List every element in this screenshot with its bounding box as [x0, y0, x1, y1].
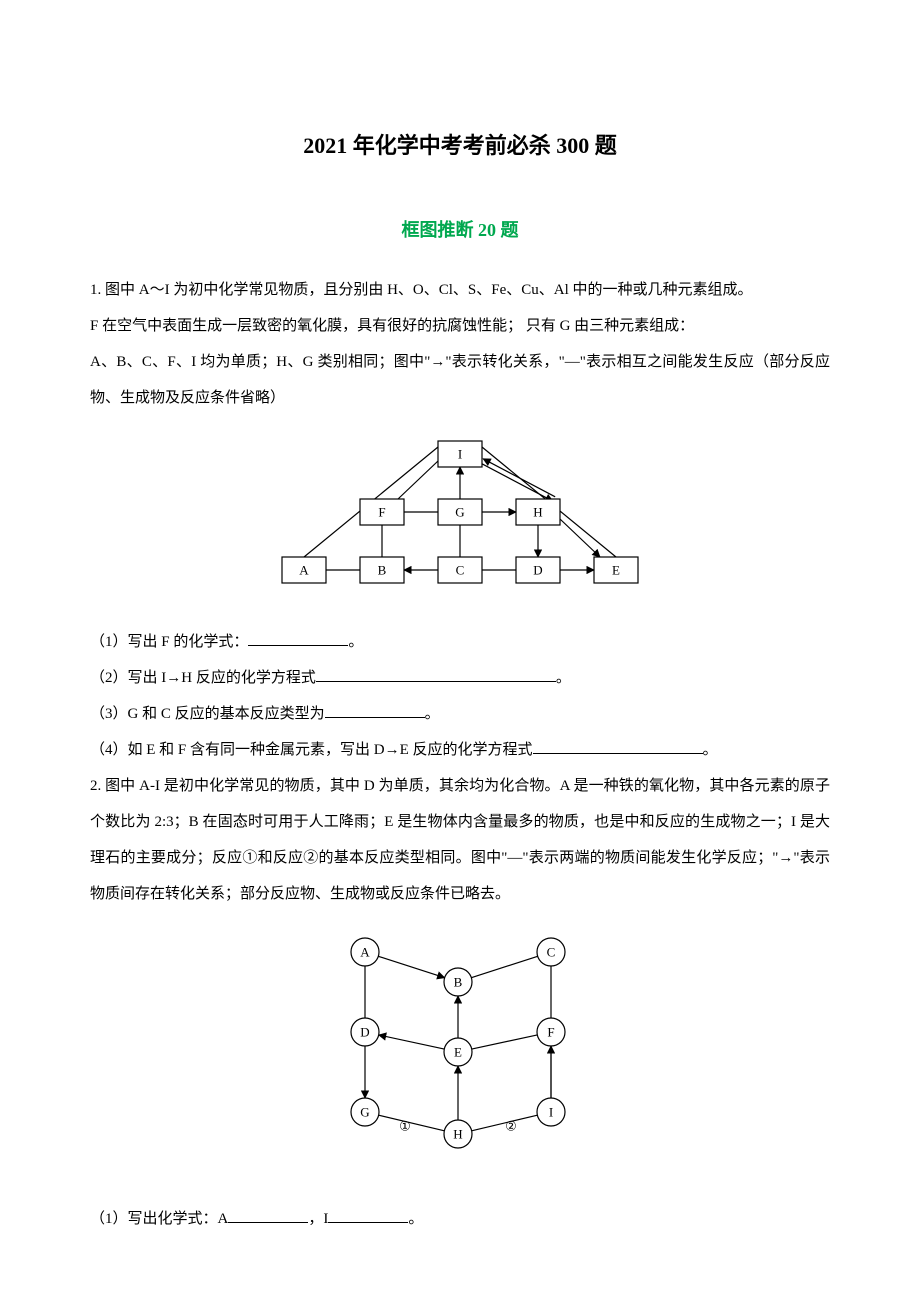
- blank: [328, 1207, 408, 1223]
- q1-diagram: I F G H A B C D E: [90, 428, 830, 612]
- svg-text:B: B: [378, 562, 387, 577]
- svg-text:F: F: [547, 1024, 554, 1039]
- page: 2021 年化学中考考前必杀 300 题 框图推断 20 题 1. 图中 A～I…: [0, 0, 920, 1302]
- q2-diagram: A C B D F E G I H ① ②: [90, 924, 830, 1173]
- q1-line3: A、B、C、F、I 均为单质；H、G 类别相同；图中"→"表示转化关系，"—"表…: [90, 344, 830, 416]
- sub-title: 框图推断 20 题: [90, 209, 830, 252]
- svg-text:F: F: [378, 504, 385, 519]
- q1-line2: F 在空气中表面生成一层致密的氧化膜，具有很好的抗腐蚀性能； 只有 G 由三种元…: [90, 308, 830, 344]
- q1-num: 1.: [90, 282, 101, 298]
- blank: [325, 702, 425, 718]
- svg-text:①: ①: [399, 1118, 411, 1133]
- q2-intro: 2. 图中 A-I 是初中化学常见的物质，其中 D 为单质，其余均为化合物。A …: [90, 768, 830, 912]
- svg-text:②: ②: [505, 1118, 517, 1133]
- blank: [248, 630, 348, 646]
- q1-sub2: （2）写出 I→H 反应的化学方程式。: [90, 660, 830, 696]
- svg-text:I: I: [458, 446, 462, 461]
- q2-sub1: （1）写出化学式：A，I。: [90, 1201, 830, 1237]
- q1-sub3: （3）G 和 C 反应的基本反应类型为。: [90, 696, 830, 732]
- svg-text:A: A: [299, 562, 309, 577]
- svg-text:G: G: [455, 504, 464, 519]
- svg-text:C: C: [547, 944, 556, 959]
- q2-num: 2.: [90, 778, 101, 794]
- svg-text:E: E: [454, 1044, 462, 1059]
- svg-text:H: H: [453, 1126, 462, 1141]
- q1-flowchart: I F G H A B C D E: [230, 428, 690, 598]
- svg-text:D: D: [533, 562, 542, 577]
- svg-text:C: C: [456, 562, 465, 577]
- svg-text:G: G: [360, 1104, 369, 1119]
- svg-text:E: E: [612, 562, 620, 577]
- blank: [228, 1207, 308, 1223]
- svg-text:I: I: [549, 1104, 553, 1119]
- q1-sub4: （4）如 E 和 F 含有同一种金属元素，写出 D→E 反应的化学方程式。: [90, 732, 830, 768]
- svg-text:B: B: [454, 974, 463, 989]
- q1-line1: 图中 A～I 为初中化学常见物质，且分别由 H、O、Cl、S、Fe、Cu、Al …: [105, 282, 753, 298]
- q1-sub1: （1）写出 F 的化学式：。: [90, 624, 830, 660]
- q1-intro: 1. 图中 A～I 为初中化学常见物质，且分别由 H、O、Cl、S、Fe、Cu、…: [90, 272, 830, 308]
- q2-text: 图中 A-I 是初中化学常见的物质，其中 D 为单质，其余均为化合物。A 是一种…: [90, 778, 830, 902]
- main-title: 2021 年化学中考考前必杀 300 题: [90, 120, 830, 173]
- svg-text:D: D: [360, 1024, 369, 1039]
- svg-text:H: H: [533, 504, 542, 519]
- blank: [316, 666, 556, 682]
- blank: [533, 738, 703, 754]
- svg-text:A: A: [360, 944, 370, 959]
- q2-flowchart: A C B D F E G I H ① ②: [305, 924, 615, 1159]
